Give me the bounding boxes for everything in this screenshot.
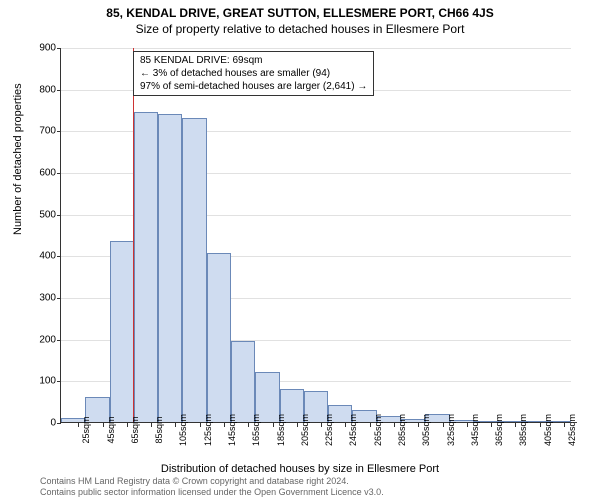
x-tick-mark xyxy=(370,423,371,427)
x-tick-mark xyxy=(248,423,249,427)
y-tick-label: 100 xyxy=(26,376,56,387)
gridline xyxy=(61,48,571,49)
x-tick-label: 205sqm xyxy=(300,414,310,446)
y-tick-mark xyxy=(57,256,61,257)
y-tick-mark xyxy=(57,173,61,174)
info-line-1: 85 KENDAL DRIVE: 69sqm xyxy=(140,54,367,67)
y-tick-mark xyxy=(57,48,61,49)
x-tick-label: 405sqm xyxy=(543,414,553,446)
y-tick-label: 900 xyxy=(26,43,56,54)
y-tick-label: 400 xyxy=(26,251,56,262)
x-tick-mark xyxy=(418,423,419,427)
x-tick-mark xyxy=(467,423,468,427)
y-tick-label: 300 xyxy=(26,293,56,304)
x-tick-label: 185sqm xyxy=(276,414,286,446)
y-tick-label: 200 xyxy=(26,334,56,345)
y-axis-label: Number of detached properties xyxy=(12,83,24,235)
info-box: 85 KENDAL DRIVE: 69sqm ← 3% of detached … xyxy=(133,51,374,96)
x-tick-label: 165sqm xyxy=(251,414,261,446)
x-tick-label: 325sqm xyxy=(446,414,456,446)
y-tick-label: 700 xyxy=(26,126,56,137)
x-tick-label: 385sqm xyxy=(518,414,528,446)
y-tick-label: 600 xyxy=(26,168,56,179)
x-tick-label: 85sqm xyxy=(154,416,164,443)
x-tick-mark xyxy=(127,423,128,427)
x-tick-label: 425sqm xyxy=(567,414,577,446)
y-tick-label: 0 xyxy=(26,418,56,429)
x-tick-mark xyxy=(443,423,444,427)
x-tick-mark xyxy=(224,423,225,427)
footer-line-1: Contains HM Land Registry data © Crown c… xyxy=(40,476,384,487)
x-tick-mark xyxy=(491,423,492,427)
reference-line xyxy=(133,48,134,422)
x-tick-label: 305sqm xyxy=(421,414,431,446)
y-tick-mark xyxy=(57,131,61,132)
x-tick-label: 265sqm xyxy=(373,414,383,446)
histogram-bar xyxy=(158,114,182,422)
x-tick-mark xyxy=(394,423,395,427)
x-tick-mark xyxy=(151,423,152,427)
x-tick-label: 225sqm xyxy=(324,414,334,446)
x-tick-mark xyxy=(103,423,104,427)
footer-attribution: Contains HM Land Registry data © Crown c… xyxy=(40,476,384,498)
footer-line-2: Contains public sector information licen… xyxy=(40,487,384,498)
info-line-2: ← 3% of detached houses are smaller (94) xyxy=(140,67,367,80)
x-tick-label: 345sqm xyxy=(470,414,480,446)
x-tick-label: 145sqm xyxy=(227,414,237,446)
x-tick-mark xyxy=(564,423,565,427)
histogram-bar xyxy=(182,118,206,422)
x-axis-label: Distribution of detached houses by size … xyxy=(0,463,600,475)
y-tick-mark xyxy=(57,381,61,382)
y-tick-label: 500 xyxy=(26,209,56,220)
y-tick-mark xyxy=(57,90,61,91)
x-tick-mark xyxy=(200,423,201,427)
title-sub: Size of property relative to detached ho… xyxy=(0,20,600,36)
x-tick-label: 245sqm xyxy=(348,414,358,446)
x-tick-label: 125sqm xyxy=(203,414,213,446)
x-tick-label: 25sqm xyxy=(81,416,91,443)
histogram-bar xyxy=(134,112,158,422)
x-tick-label: 65sqm xyxy=(130,416,140,443)
histogram-bar xyxy=(231,341,255,422)
x-tick-mark xyxy=(175,423,176,427)
x-tick-label: 105sqm xyxy=(178,414,188,446)
x-tick-mark xyxy=(273,423,274,427)
x-tick-mark xyxy=(515,423,516,427)
title-main: 85, KENDAL DRIVE, GREAT SUTTON, ELLESMER… xyxy=(0,0,600,20)
x-tick-label: 285sqm xyxy=(397,414,407,446)
x-tick-mark xyxy=(540,423,541,427)
x-tick-mark xyxy=(297,423,298,427)
histogram-bar xyxy=(110,241,134,422)
x-tick-mark xyxy=(78,423,79,427)
x-tick-mark xyxy=(345,423,346,427)
y-tick-mark xyxy=(57,340,61,341)
info-line-3: 97% of semi-detached houses are larger (… xyxy=(140,80,367,93)
y-tick-label: 800 xyxy=(26,84,56,95)
histogram-bar xyxy=(207,253,231,422)
y-tick-mark xyxy=(57,215,61,216)
y-tick-mark xyxy=(57,298,61,299)
x-tick-mark xyxy=(321,423,322,427)
x-tick-label: 365sqm xyxy=(494,414,504,446)
chart-area: 85 KENDAL DRIVE: 69sqm ← 3% of detached … xyxy=(60,48,570,423)
x-tick-label: 45sqm xyxy=(106,416,116,443)
y-tick-mark xyxy=(57,423,61,424)
plot-region xyxy=(60,48,570,423)
